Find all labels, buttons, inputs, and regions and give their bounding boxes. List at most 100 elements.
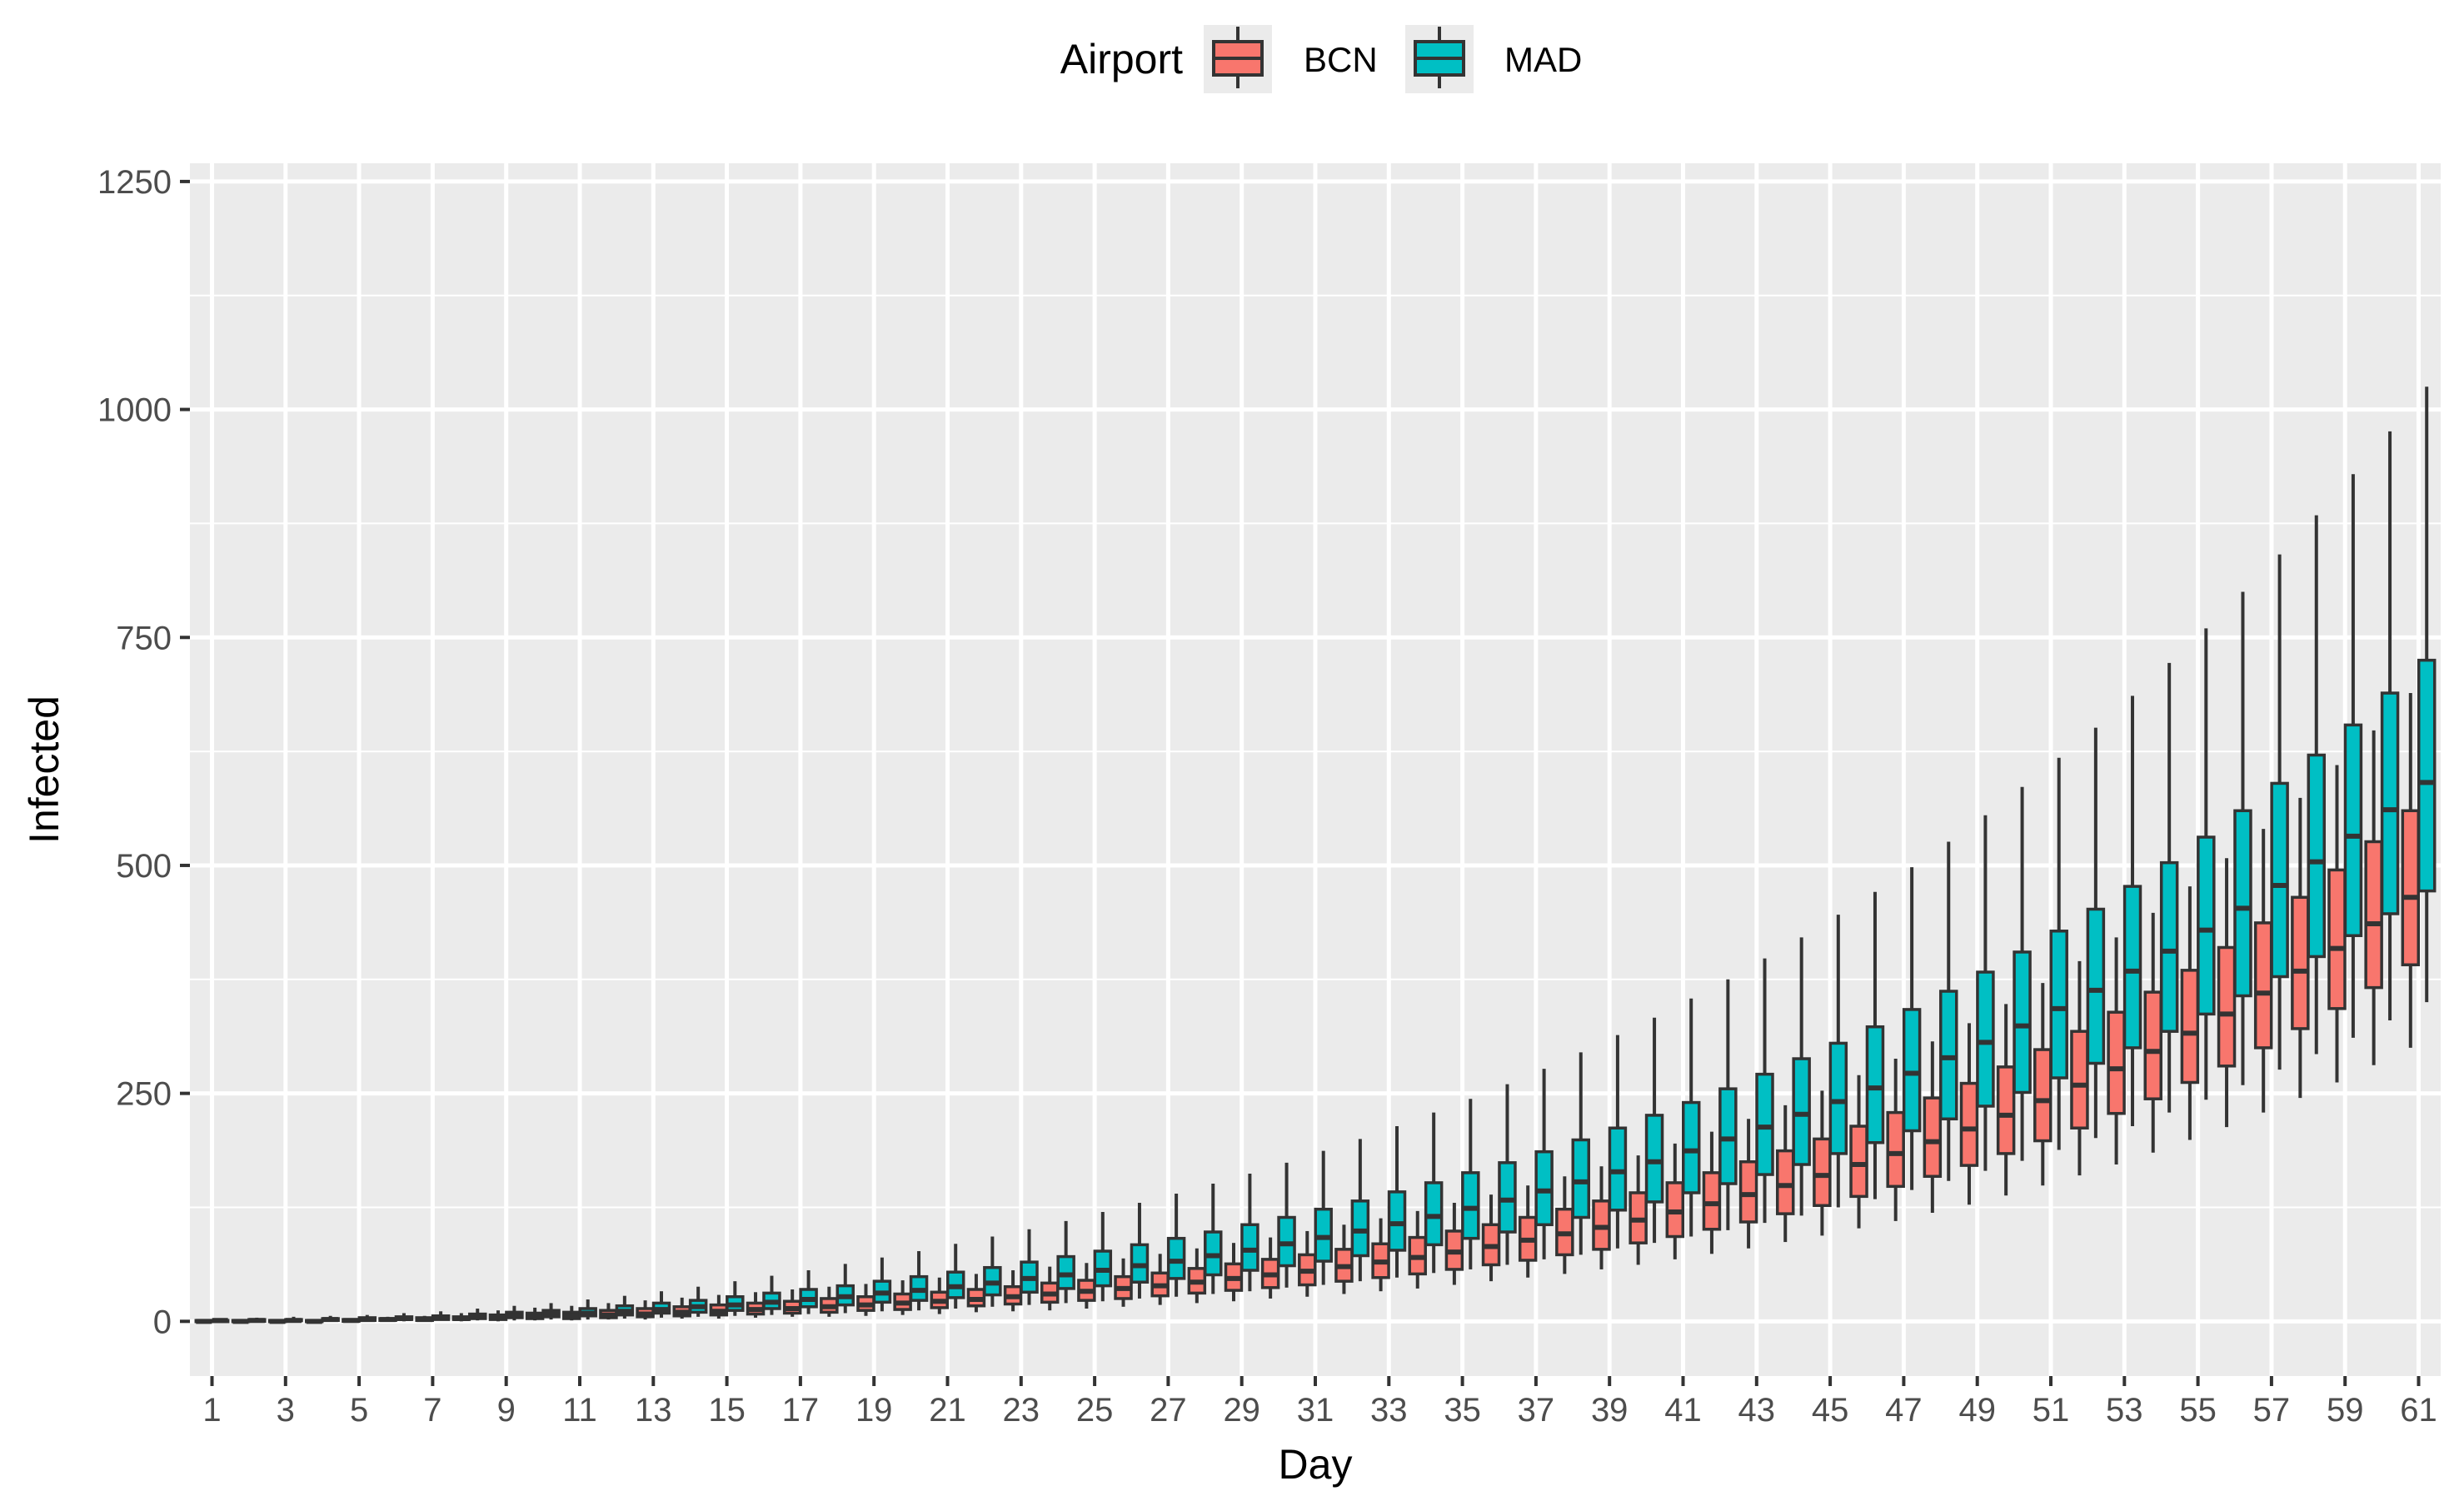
box-mad-day-48 — [1939, 841, 1958, 1181]
box-iqr — [2233, 809, 2252, 998]
y-tick-label: 250 — [116, 1076, 172, 1113]
box-iqr — [2417, 658, 2437, 893]
box-mad-day-22 — [983, 1236, 1002, 1307]
box-mad-day-20 — [909, 1251, 929, 1311]
box-bcn-day-4 — [304, 1319, 324, 1324]
box-iqr — [1571, 1138, 1591, 1219]
x-axis: 1 3 5 7 9 11 13 15 17 19 21 23 25 27 29 31 33 35 37 39 41 43 4… — [202, 1376, 2437, 1429]
box-iqr — [1350, 1199, 1370, 1258]
box-mad-day-16 — [762, 1275, 781, 1315]
box-iqr — [1718, 1087, 1738, 1185]
box-iqr — [1813, 1137, 1832, 1208]
box-iqr — [2217, 945, 2237, 1068]
box-bcn-day-1 — [194, 1319, 214, 1324]
box-mad-day-7 — [431, 1311, 451, 1321]
box-bcn-day-56 — [2217, 858, 2237, 1128]
box-mad-day-50 — [2013, 786, 2032, 1161]
box-mad-day-32 — [1350, 1139, 1370, 1282]
box-bcn-day-51 — [2033, 983, 2053, 1186]
x-tick-label: 3 — [277, 1392, 295, 1429]
box-bcn-day-57 — [2253, 829, 2273, 1113]
box-bcn-day-50 — [1996, 1004, 2016, 1196]
box-bcn-day-30 — [1260, 1237, 1280, 1299]
box-iqr — [2070, 1030, 2089, 1130]
box-iqr — [2122, 885, 2142, 1050]
box-bcn-day-41 — [1665, 1143, 1685, 1259]
box-bcn-day-24 — [1040, 1266, 1060, 1311]
box-bcn-day-16 — [746, 1292, 766, 1318]
box-iqr — [1792, 1057, 1811, 1166]
box-bcn-day-38 — [1555, 1176, 1574, 1274]
box-iqr — [1424, 1181, 1444, 1247]
box-mad-day-21 — [945, 1244, 965, 1309]
x-tick-label: 5 — [350, 1392, 368, 1429]
box-mad-day-52 — [2086, 727, 2106, 1139]
x-tick-label: 25 — [1076, 1392, 1114, 1429]
box-mad-day-2 — [247, 1317, 267, 1324]
box-iqr — [1702, 1171, 1722, 1231]
box-mad-day-14 — [688, 1286, 708, 1317]
box-iqr — [1775, 1149, 1795, 1215]
box-iqr — [1534, 1149, 1554, 1227]
box-mad-day-56 — [2233, 591, 2252, 1085]
x-tick-label: 51 — [2033, 1392, 2070, 1429]
y-tick-label: 500 — [116, 848, 172, 885]
x-tick-label: 9 — [497, 1392, 516, 1429]
box-iqr — [2401, 809, 2421, 967]
box-bcn-day-28 — [1187, 1248, 1207, 1304]
box-mad-day-1 — [210, 1318, 230, 1324]
y-tick-label: 1250 — [97, 164, 172, 201]
box-bcn-day-55 — [2180, 886, 2200, 1140]
box-iqr — [1644, 1114, 1664, 1204]
box-bcn-day-42 — [1702, 1131, 1722, 1254]
box-bcn-day-2 — [231, 1319, 251, 1324]
box-mad-day-57 — [2270, 554, 2289, 1070]
box-iqr — [1498, 1161, 1517, 1234]
box-bcn-day-45 — [1813, 1090, 1832, 1236]
x-tick-label: 33 — [1370, 1392, 1408, 1429]
box-iqr — [1166, 1236, 1186, 1280]
box-iqr — [2143, 990, 2162, 1100]
box-mad-day-5 — [357, 1314, 377, 1323]
box-mad-day-58 — [2307, 515, 2327, 1055]
box-bcn-day-59 — [2327, 765, 2347, 1083]
box-mad-day-17 — [799, 1270, 818, 1314]
y-axis-title: Infected — [21, 696, 67, 844]
box-mad-day-9 — [505, 1305, 524, 1321]
box-marks — [194, 386, 2437, 1324]
x-tick-label: 47 — [1885, 1392, 1923, 1429]
box-iqr — [1828, 1041, 1848, 1155]
box-iqr — [2253, 921, 2273, 1050]
box-bcn-day-37 — [1518, 1185, 1538, 1278]
box-iqr — [1996, 1065, 2016, 1155]
box-iqr — [2086, 907, 2106, 1065]
box-mad-day-3 — [284, 1316, 303, 1324]
box-iqr — [1608, 1126, 1628, 1212]
box-mad-day-44 — [1792, 937, 1811, 1216]
box-bcn-day-27 — [1150, 1254, 1170, 1305]
box-bcn-day-32 — [1334, 1224, 1354, 1294]
box-mad-day-55 — [2197, 628, 2216, 1100]
box-bcn-day-6 — [378, 1316, 397, 1323]
box-mad-day-18 — [835, 1264, 855, 1314]
box-iqr — [1959, 1081, 1979, 1167]
box-iqr — [1461, 1171, 1480, 1240]
box-iqr — [1886, 1110, 1905, 1189]
box-mad-day-12 — [615, 1295, 635, 1319]
box-mad-day-37 — [1534, 1069, 1554, 1259]
box-bcn-day-19 — [856, 1284, 875, 1316]
x-tick-label: 37 — [1518, 1392, 1555, 1429]
box-mad-day-53 — [2122, 696, 2142, 1127]
x-tick-label: 31 — [1297, 1392, 1334, 1429]
y-tick-label: 750 — [116, 620, 172, 656]
box-iqr — [2270, 781, 2289, 979]
box-bcn-day-47 — [1886, 1059, 1905, 1221]
box-bcn-day-34 — [1408, 1210, 1427, 1289]
x-tick-label: 39 — [1591, 1392, 1629, 1429]
x-tick-label: 61 — [2400, 1392, 2437, 1429]
box-mad-day-60 — [2380, 431, 2400, 1021]
box-mad-day-45 — [1828, 915, 1848, 1208]
box-mad-day-15 — [726, 1281, 745, 1316]
box-bcn-day-52 — [2070, 960, 2089, 1176]
box-bcn-day-58 — [2291, 797, 2310, 1099]
